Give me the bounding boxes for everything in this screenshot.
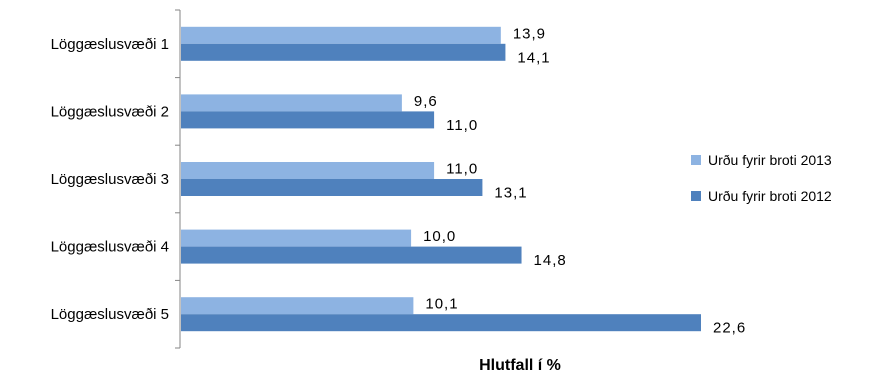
- data-label: 22,6: [713, 320, 746, 337]
- data-label: 10,0: [423, 228, 456, 245]
- x-axis-title: Hlutfall í %: [479, 357, 561, 374]
- data-label: 14,8: [534, 252, 567, 269]
- bar-2012: [181, 246, 522, 264]
- data-label: 13,1: [494, 185, 527, 202]
- bar-2012: [181, 111, 435, 129]
- data-labels: 13,9 14,1 9,6 11,0 11,0 13,1 10,0 14,8 10,1 22,6: [414, 25, 746, 337]
- bar-2013: [181, 229, 412, 247]
- category-label: Löggæslusvæði 2: [51, 103, 169, 120]
- legend-label: Urðu fyrir broti 2012: [708, 188, 832, 204]
- bar-2013: [181, 162, 435, 179]
- category-label: Löggæslusvæði 4: [51, 239, 169, 256]
- bar-2013: [181, 94, 402, 112]
- data-label: 9,6: [414, 93, 438, 110]
- bar-2012: [181, 43, 506, 61]
- data-label: 11,0: [446, 117, 478, 134]
- legend: Urðu fyrir broti 2013 Urðu fyrir broti 20…: [691, 152, 832, 204]
- category-axis: Löggæslusvæði 1 Löggæslusvæði 2 Löggæslusv…: [51, 9, 181, 349]
- category-label: Löggæslusvæði 3: [51, 171, 169, 188]
- bar-2012: [181, 314, 701, 332]
- data-label: 14,1: [517, 49, 550, 66]
- legend-swatch: [691, 191, 701, 201]
- data-label: 10,1: [425, 296, 458, 313]
- legend-swatch: [691, 155, 701, 165]
- bar-2012: [181, 179, 483, 196]
- bars-layer: [181, 26, 701, 332]
- data-label: 13,9: [513, 25, 546, 42]
- category-label: Löggæslusvæði 1: [51, 36, 169, 53]
- legend-label: Urðu fyrir broti 2013: [708, 152, 832, 168]
- data-label: 11,0: [446, 161, 478, 178]
- bar-2013: [181, 26, 501, 44]
- bar-2013: [181, 297, 414, 315]
- category-label: Löggæslusvæði 5: [51, 306, 169, 323]
